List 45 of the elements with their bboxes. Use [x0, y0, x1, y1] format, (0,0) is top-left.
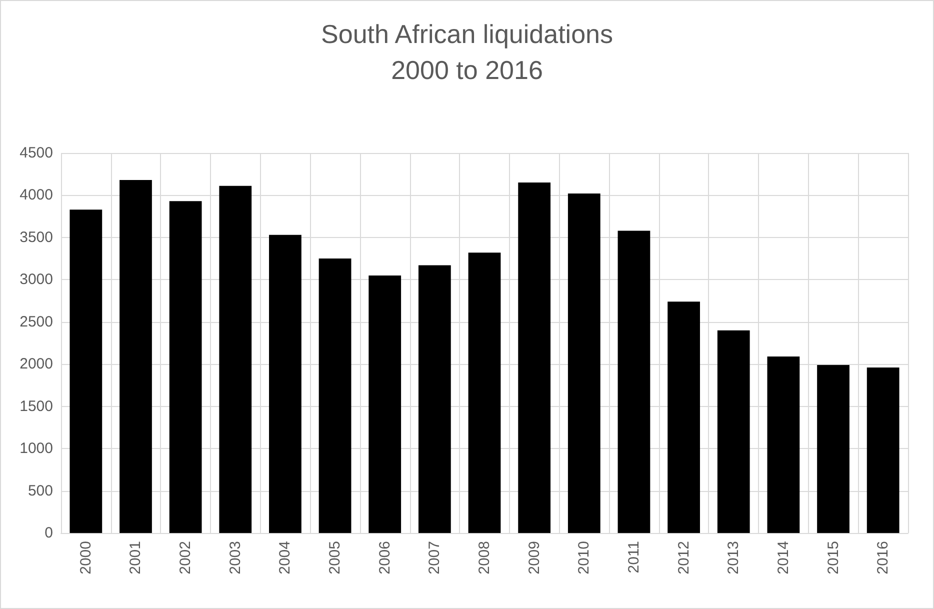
bar	[717, 330, 750, 533]
x-tick-label: 2001	[127, 541, 144, 574]
y-tick-label: 1500	[20, 398, 53, 415]
y-tick-label: 500	[28, 482, 53, 500]
x-tick-label: 2011	[625, 541, 642, 574]
x-tick-label: 2004	[276, 541, 294, 574]
bar	[618, 230, 650, 533]
bar	[368, 275, 402, 533]
bar	[219, 186, 252, 533]
y-tick-label: 2000	[20, 356, 53, 373]
x-tick-label: 2007	[426, 541, 444, 574]
chart-title: South African liquidations 2000 to 2016	[321, 19, 613, 85]
bar	[120, 180, 152, 533]
x-tick-label: 2002	[177, 541, 194, 574]
y-tick-label: 3500	[20, 228, 53, 246]
x-tick-label: 2016	[874, 541, 892, 574]
bar	[518, 182, 551, 533]
y-tick-label: 0	[44, 524, 53, 542]
x-tick-label: 2012	[675, 541, 692, 574]
bar	[418, 265, 451, 533]
x-tick-label: 2009	[526, 541, 543, 574]
x-tick-label: 2015	[824, 541, 842, 574]
x-tick-label: 2010	[576, 541, 593, 574]
y-tick-label: 4500	[20, 144, 53, 162]
x-tick-label: 2005	[326, 541, 344, 574]
y-tick-label: 4000	[20, 186, 53, 204]
x-tick-label: 2006	[376, 541, 394, 574]
bar	[468, 252, 501, 533]
bar	[318, 258, 352, 533]
y-tick-label: 2500	[20, 313, 53, 330]
bar	[866, 367, 900, 533]
y-tick-label: 3000	[20, 271, 53, 288]
x-tick-label: 2014	[774, 541, 792, 574]
bar	[169, 201, 202, 533]
bar	[568, 194, 600, 533]
x-tick-label: 2000	[77, 541, 94, 574]
y-tick-label: 1000	[20, 440, 53, 458]
bar	[70, 210, 102, 533]
bar	[817, 364, 850, 533]
x-tick-label: 2008	[476, 541, 493, 574]
x-tick-label: 2013	[725, 541, 742, 574]
bar	[767, 356, 800, 533]
bar	[269, 234, 302, 533]
bar	[668, 302, 700, 533]
x-tick-label: 2003	[226, 541, 244, 574]
